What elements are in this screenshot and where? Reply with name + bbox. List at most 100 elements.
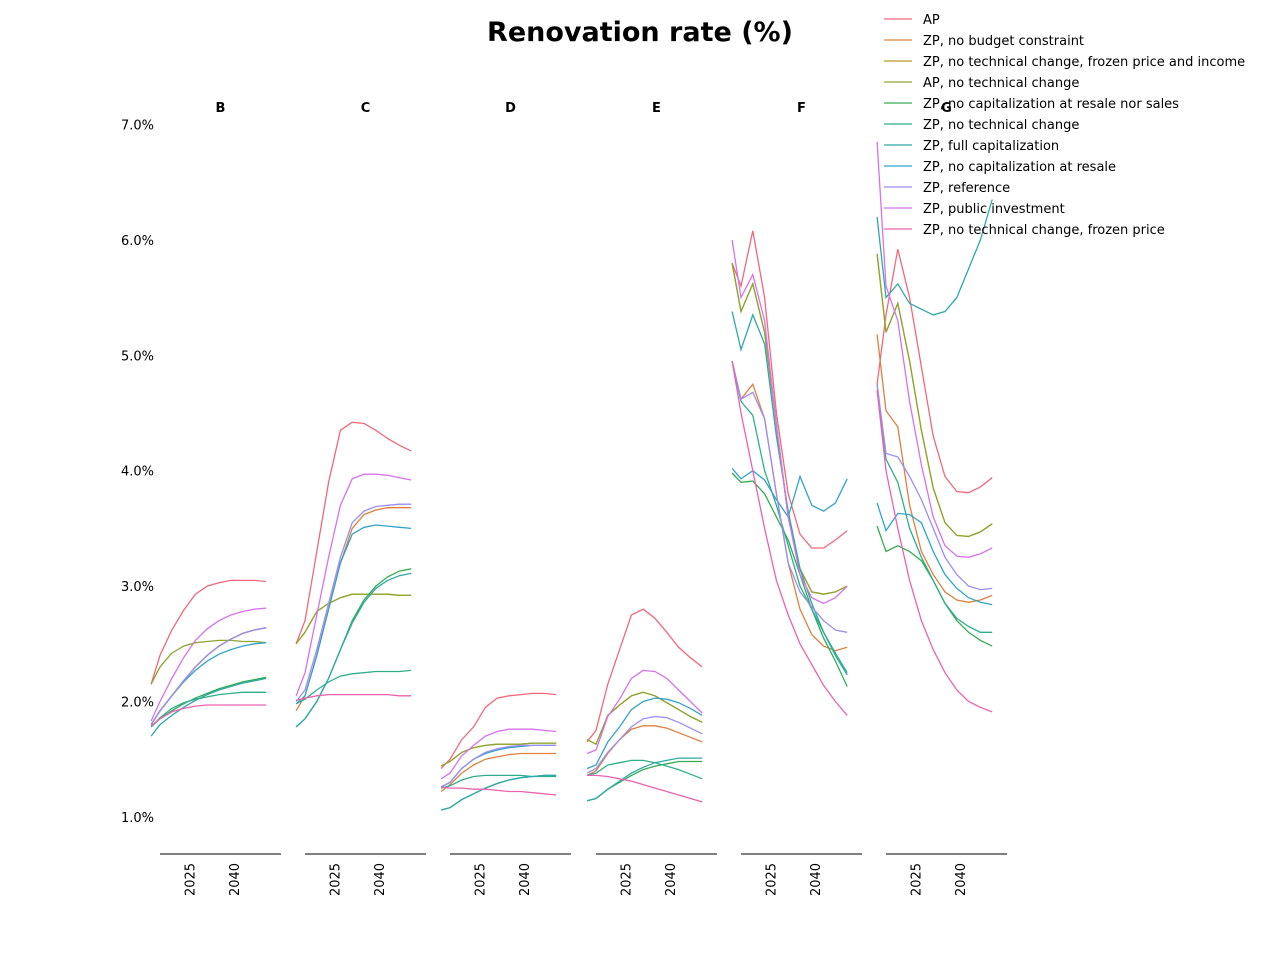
series-line bbox=[150, 677, 267, 737]
series-line bbox=[440, 692, 557, 769]
legend-label: ZP, no capitalization at resale nor sale… bbox=[923, 97, 1179, 112]
series-line bbox=[586, 757, 703, 802]
legend-item: ZP, no technical change, frozen price bbox=[884, 223, 1165, 238]
panel-title: E bbox=[652, 101, 661, 116]
x-tick-label: 2040 bbox=[809, 863, 824, 896]
series-line bbox=[440, 744, 557, 788]
series-line bbox=[440, 728, 557, 780]
legend-item: ZP, no capitalization at resale nor sale… bbox=[884, 97, 1179, 112]
series-line bbox=[587, 774, 703, 803]
series-line bbox=[295, 524, 412, 705]
panel-title: D bbox=[505, 101, 516, 116]
x-tick-label: 2025 bbox=[910, 863, 925, 896]
legend-label: ZP, full capitalization bbox=[923, 139, 1059, 154]
x-tick-label: 2025 bbox=[329, 863, 344, 896]
series-line bbox=[731, 360, 848, 633]
series-line bbox=[150, 607, 267, 722]
legend-label: ZP, no budget constraint bbox=[923, 34, 1084, 49]
series-line bbox=[295, 593, 412, 645]
panels: B 2025 2040 C 2025 2040 D 2025 2040 E 2025 2040 F 202… bbox=[150, 101, 1007, 896]
series-line bbox=[295, 669, 412, 705]
series-line bbox=[295, 473, 412, 697]
legend-item: ZP, no capitalization at resale bbox=[884, 160, 1116, 175]
series-line bbox=[295, 568, 412, 728]
legend-label: AP, no technical change bbox=[923, 76, 1079, 91]
series-line bbox=[876, 384, 993, 591]
y-axis: 1.0% 2.0% 3.0% 4.0% 5.0% 6.0% 7.0% bbox=[121, 119, 154, 826]
x-tick-label: 2040 bbox=[664, 863, 679, 896]
series-line bbox=[586, 725, 703, 776]
panel-title: C bbox=[361, 101, 371, 116]
panel-g: G 2025 2040 bbox=[876, 101, 1007, 896]
series-line bbox=[731, 467, 848, 519]
panel-e: E 2025 2040 bbox=[586, 101, 717, 896]
panel-f: F 2025 2040 bbox=[731, 101, 862, 896]
series-line bbox=[150, 691, 267, 728]
x-tick-label: 2040 bbox=[518, 863, 533, 896]
y-tick-label: 2.0% bbox=[121, 696, 154, 711]
series-line bbox=[586, 715, 703, 774]
legend: AP ZP, no budget constraint ZP, no technic… bbox=[884, 13, 1245, 238]
series-line bbox=[150, 627, 267, 725]
x-tick-label: 2025 bbox=[474, 863, 489, 896]
series-line bbox=[731, 472, 848, 687]
legend-label: AP bbox=[923, 13, 940, 28]
panel-d: D 2025 2040 bbox=[440, 101, 571, 896]
y-tick-label: 1.0% bbox=[121, 811, 154, 826]
legend-item: ZP, full capitalization bbox=[884, 139, 1059, 154]
panel-title: B bbox=[216, 101, 226, 116]
series-line bbox=[876, 389, 993, 713]
series-line bbox=[295, 693, 412, 702]
series-line bbox=[876, 384, 993, 633]
series-line bbox=[150, 579, 267, 685]
series-line bbox=[440, 742, 557, 767]
series-line bbox=[876, 199, 993, 316]
series-line bbox=[586, 608, 703, 743]
series-line bbox=[150, 639, 267, 685]
series-line bbox=[586, 759, 703, 780]
y-tick-label: 4.0% bbox=[121, 465, 154, 480]
legend-label: ZP, no technical change, frozen price bbox=[923, 223, 1165, 238]
legend-item: ZP, reference bbox=[884, 181, 1010, 196]
panel-b: B 2025 2040 bbox=[150, 101, 281, 896]
series-line bbox=[295, 572, 412, 728]
legend-item: ZP, public investment bbox=[884, 202, 1065, 217]
legend-label: ZP, no technical change bbox=[923, 118, 1079, 133]
panel-c: C 2025 2040 bbox=[295, 101, 426, 896]
x-tick-label: 2025 bbox=[620, 863, 635, 896]
x-tick-label: 2040 bbox=[954, 863, 969, 896]
series-line bbox=[295, 507, 412, 712]
series-line bbox=[876, 253, 993, 538]
legend-item: AP, no technical change bbox=[884, 76, 1079, 91]
series-line bbox=[876, 249, 993, 494]
series-line bbox=[295, 503, 412, 702]
x-tick-label: 2040 bbox=[228, 863, 243, 896]
legend-item: ZP, no technical change, frozen price an… bbox=[884, 55, 1245, 70]
series-line bbox=[150, 627, 267, 725]
legend-item: ZP, no technical change bbox=[884, 118, 1079, 133]
y-tick-label: 5.0% bbox=[121, 349, 154, 364]
series-line bbox=[150, 704, 267, 727]
series-line bbox=[586, 669, 703, 755]
series-line bbox=[876, 334, 993, 603]
legend-label: ZP, no capitalization at resale bbox=[923, 160, 1116, 175]
x-tick-label: 2040 bbox=[373, 863, 388, 896]
series-line bbox=[441, 786, 557, 796]
series-line bbox=[150, 627, 267, 725]
chart-title: Renovation rate (%) bbox=[487, 17, 793, 48]
series-line bbox=[440, 744, 557, 788]
series-line bbox=[731, 311, 848, 676]
legend-item: ZP, no budget constraint bbox=[884, 34, 1084, 49]
y-tick-label: 3.0% bbox=[121, 580, 154, 595]
series-line bbox=[876, 502, 993, 606]
series-line bbox=[731, 230, 848, 549]
y-tick-label: 6.0% bbox=[121, 234, 154, 249]
y-tick-label: 7.0% bbox=[121, 119, 154, 134]
x-tick-label: 2025 bbox=[184, 863, 199, 896]
panel-title: F bbox=[797, 101, 806, 116]
series-line bbox=[295, 421, 412, 645]
panel-title: G bbox=[941, 101, 952, 116]
series-line bbox=[876, 525, 993, 647]
series-line bbox=[586, 691, 703, 746]
